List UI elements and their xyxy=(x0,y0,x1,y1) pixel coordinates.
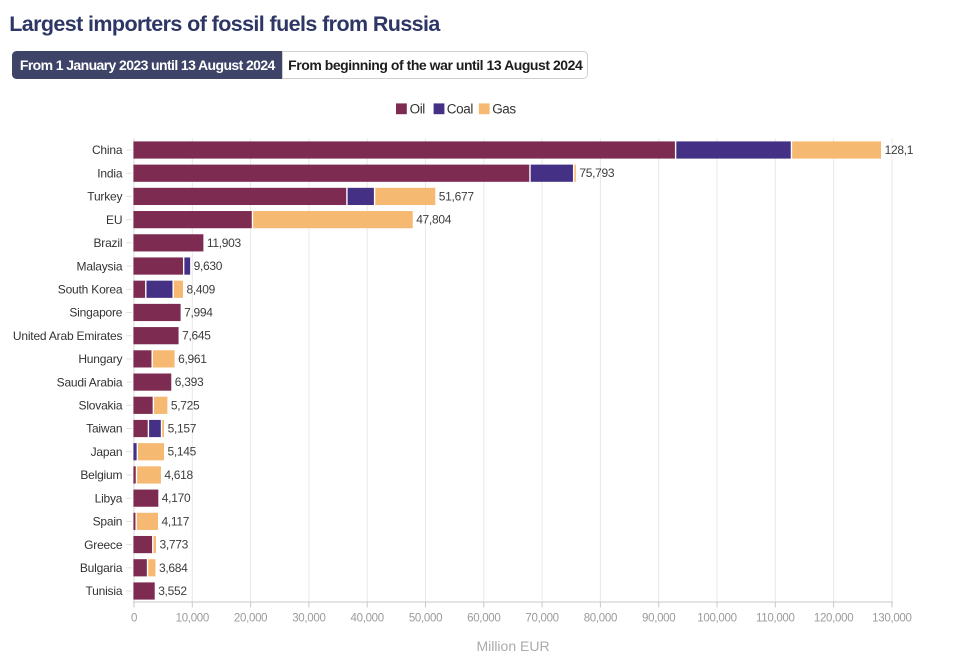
svg-text:3,552: 3,552 xyxy=(158,584,187,598)
svg-text:11,903: 11,903 xyxy=(207,236,242,250)
svg-text:50,000: 50,000 xyxy=(409,612,442,624)
svg-text:Belgium: Belgium xyxy=(80,468,122,482)
svg-text:20,000: 20,000 xyxy=(234,612,267,624)
svg-text:7,994: 7,994 xyxy=(184,306,213,320)
svg-text:Brazil: Brazil xyxy=(93,236,122,250)
svg-text:Malaysia: Malaysia xyxy=(77,259,123,273)
svg-text:5,145: 5,145 xyxy=(168,445,197,459)
svg-text:120,000: 120,000 xyxy=(814,612,853,624)
svg-text:3,773: 3,773 xyxy=(160,538,189,552)
svg-text:Bulgaria: Bulgaria xyxy=(80,561,123,575)
svg-text:51,677: 51,677 xyxy=(439,189,475,203)
svg-text:6,961: 6,961 xyxy=(178,352,207,366)
svg-text:China: China xyxy=(92,143,123,157)
svg-text:128,139: 128,139 xyxy=(885,143,927,157)
svg-text:9,630: 9,630 xyxy=(194,259,223,273)
svg-text:Gas: Gas xyxy=(492,101,516,116)
svg-text:80,000: 80,000 xyxy=(584,612,617,624)
svg-text:40,000: 40,000 xyxy=(351,612,384,624)
svg-text:7,645: 7,645 xyxy=(182,329,211,343)
svg-text:Greece: Greece xyxy=(84,538,123,552)
svg-text:4,618: 4,618 xyxy=(164,468,193,482)
svg-text:EU: EU xyxy=(106,213,122,227)
svg-text:10,000: 10,000 xyxy=(176,612,209,624)
svg-text:Taiwan: Taiwan xyxy=(86,422,122,436)
svg-text:110,000: 110,000 xyxy=(756,612,795,624)
svg-text:Singapore: Singapore xyxy=(69,306,122,320)
svg-text:Libya: Libya xyxy=(95,491,123,505)
svg-text:Hungary: Hungary xyxy=(78,352,122,366)
svg-text:Slovakia: Slovakia xyxy=(79,399,123,413)
svg-text:Saudi Arabia: Saudi Arabia xyxy=(57,375,123,389)
svg-text:Turkey: Turkey xyxy=(87,190,122,204)
svg-text:5,157: 5,157 xyxy=(168,422,197,436)
svg-text:0: 0 xyxy=(131,612,137,624)
svg-text:5,725: 5,725 xyxy=(171,398,200,412)
svg-text:Spain: Spain xyxy=(93,515,123,529)
svg-text:Coal: Coal xyxy=(447,101,474,116)
svg-text:South Korea: South Korea xyxy=(58,283,123,297)
svg-text:United Arab Emirates: United Arab Emirates xyxy=(13,329,123,343)
svg-text:90,000: 90,000 xyxy=(642,612,675,624)
svg-text:75,793: 75,793 xyxy=(579,166,615,180)
svg-text:6,393: 6,393 xyxy=(175,375,204,389)
svg-text:Oil: Oil xyxy=(410,101,426,116)
svg-text:130,000: 130,000 xyxy=(872,612,911,624)
svg-text:47,804: 47,804 xyxy=(416,213,452,227)
svg-text:India: India xyxy=(97,166,123,180)
svg-text:8,409: 8,409 xyxy=(187,282,216,296)
svg-text:Million EUR: Million EUR xyxy=(476,638,549,654)
svg-text:3,684: 3,684 xyxy=(159,561,188,575)
svg-text:60,000: 60,000 xyxy=(467,612,500,624)
svg-text:4,117: 4,117 xyxy=(162,514,190,528)
svg-text:Tunisia: Tunisia xyxy=(85,584,122,598)
svg-text:30,000: 30,000 xyxy=(292,612,325,624)
svg-text:Japan: Japan xyxy=(91,445,123,459)
svg-text:100,000: 100,000 xyxy=(697,612,736,624)
svg-text:70,000: 70,000 xyxy=(525,612,558,624)
svg-text:4,170: 4,170 xyxy=(162,491,191,505)
